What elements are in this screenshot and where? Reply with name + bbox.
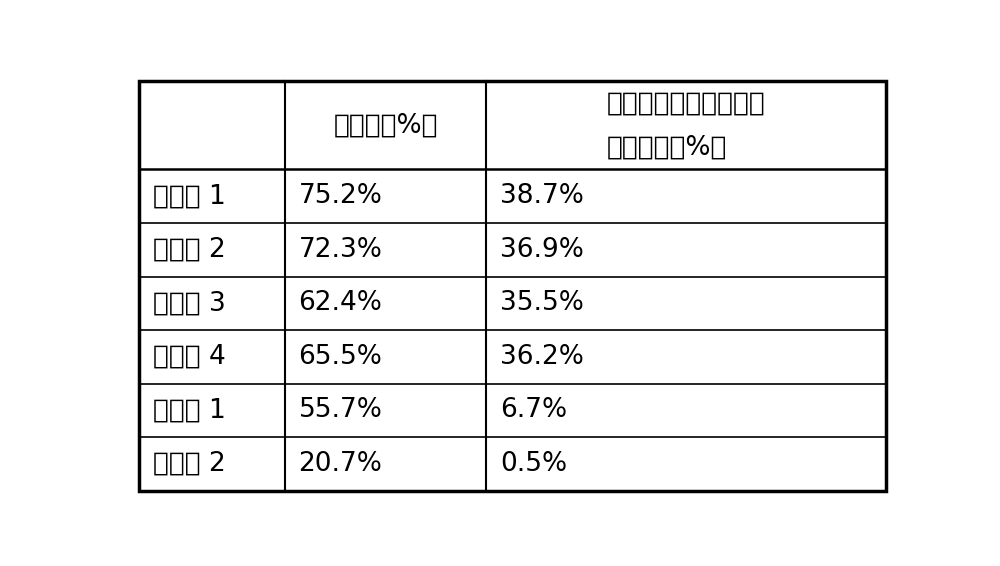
Text: 75.2%: 75.2%: [299, 183, 382, 209]
Text: 72.3%: 72.3%: [299, 237, 382, 263]
Text: 55.7%: 55.7%: [299, 397, 382, 423]
Text: 35.5%: 35.5%: [500, 290, 584, 316]
Text: 实施例 2: 实施例 2: [153, 237, 226, 263]
Text: 重质组分裂解为轻质组
分的占比（%）: 重质组分裂解为轻质组 分的占比（%）: [607, 90, 766, 160]
Text: 实施例 1: 实施例 1: [153, 183, 226, 209]
Text: 实施例 3: 实施例 3: [153, 290, 226, 316]
Text: 62.4%: 62.4%: [299, 290, 382, 316]
Text: 0.5%: 0.5%: [500, 451, 567, 477]
Text: 38.7%: 38.7%: [500, 183, 584, 209]
Text: 对比例 1: 对比例 1: [153, 397, 226, 423]
Text: 对比例 2: 对比例 2: [153, 451, 226, 477]
Text: 实施例 4: 实施例 4: [153, 344, 226, 370]
Text: 6.7%: 6.7%: [500, 397, 567, 423]
Text: 65.5%: 65.5%: [299, 344, 382, 370]
Text: 降黏率（%）: 降黏率（%）: [333, 112, 438, 138]
Text: 36.2%: 36.2%: [500, 344, 584, 370]
Text: 36.9%: 36.9%: [500, 237, 584, 263]
Text: 20.7%: 20.7%: [299, 451, 382, 477]
